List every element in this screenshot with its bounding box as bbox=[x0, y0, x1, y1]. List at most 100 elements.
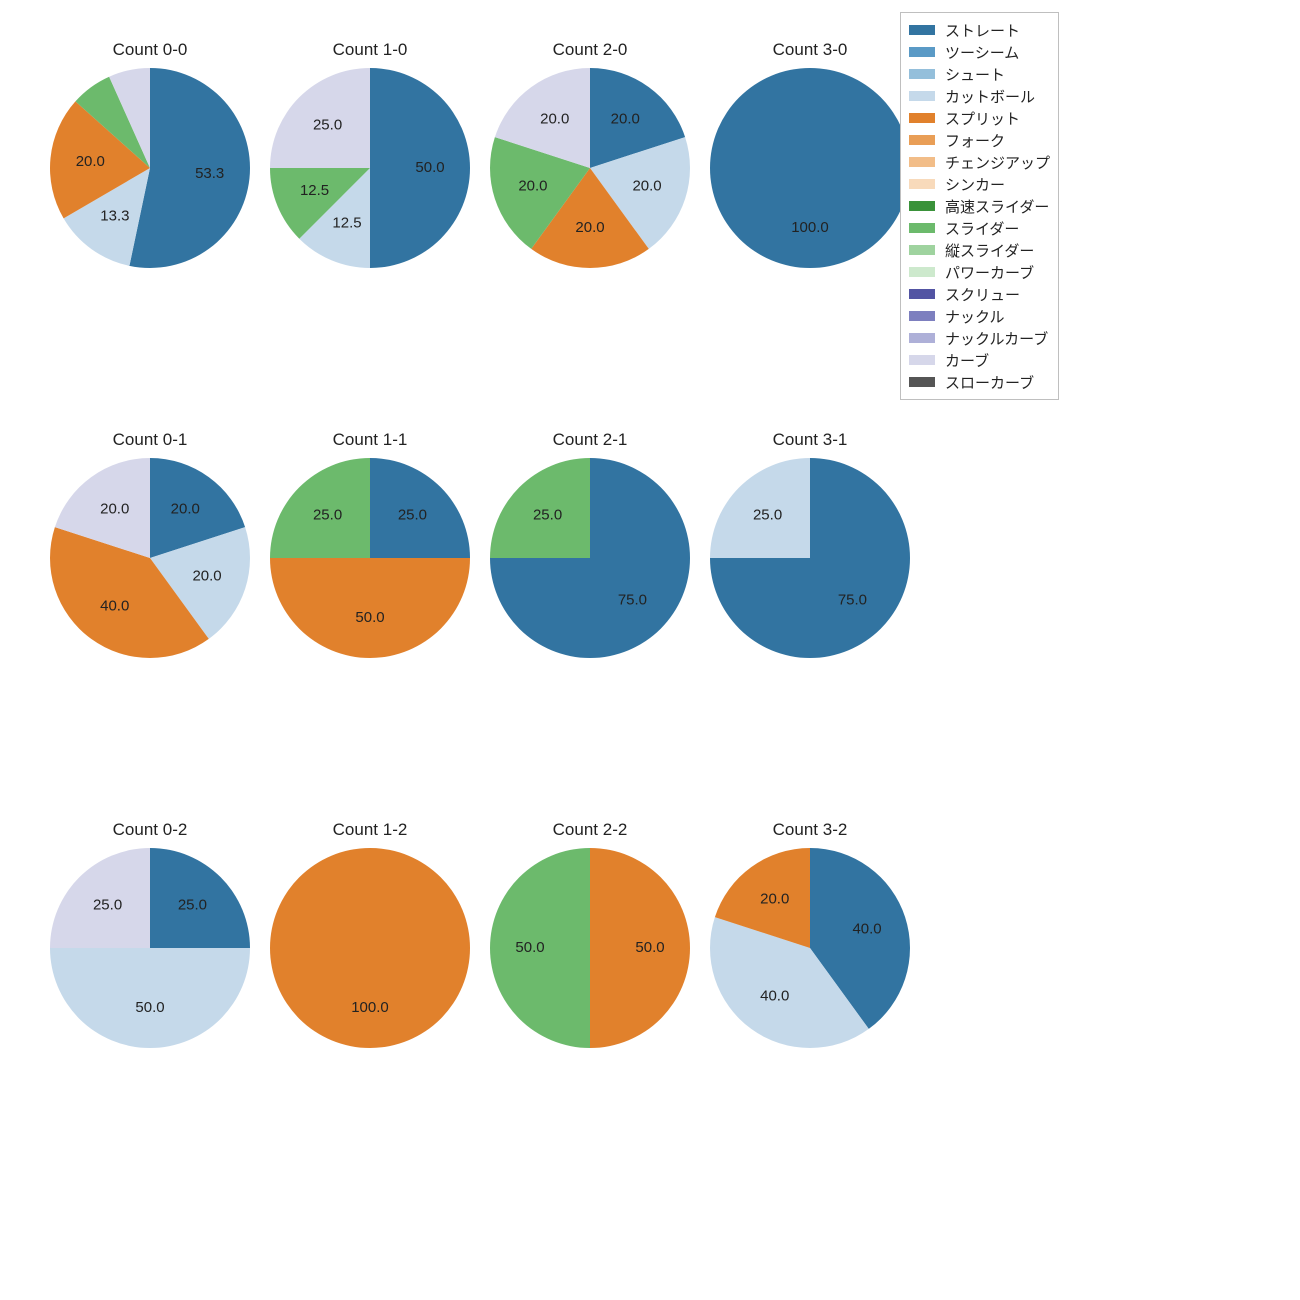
legend-label: シュート bbox=[945, 64, 1005, 85]
pie-title: Count 1-0 bbox=[260, 40, 480, 60]
legend-label: スライダー bbox=[945, 218, 1019, 239]
chart-grid: Count 0-0 53.3 13.3 20.0 Count 1-0 50.0 12.512… bbox=[0, 0, 1300, 1300]
pie-svg: 50.0 12.512.5 25.0 bbox=[270, 68, 470, 268]
pie-c11: Count 1-1 25.0 50.0 25.0 bbox=[260, 430, 480, 690]
pie-svg: 100.0 bbox=[270, 848, 470, 1048]
legend-label: スローカーブ bbox=[945, 372, 1034, 393]
pie-title: Count 1-2 bbox=[260, 820, 480, 840]
legend-label: カットボール bbox=[945, 86, 1035, 107]
legend-swatch bbox=[909, 311, 935, 321]
pie-svg: 75.0 25.0 bbox=[490, 458, 690, 658]
pie-slice-label: 50.0 bbox=[135, 999, 164, 1016]
pie-slice-label: 40.0 bbox=[100, 598, 129, 615]
pie-slice-label: 25.0 bbox=[178, 897, 207, 914]
legend-item: ナックルカーブ bbox=[909, 327, 1050, 349]
pie-slice-label: 13.3 bbox=[100, 208, 129, 225]
legend-swatch bbox=[909, 201, 935, 211]
pie-slice bbox=[270, 848, 470, 1048]
legend-swatch bbox=[909, 113, 935, 123]
pie-slice-label: 20.0 bbox=[171, 500, 200, 517]
legend-item: ツーシーム bbox=[909, 41, 1050, 63]
legend-item: カットボール bbox=[909, 85, 1050, 107]
legend-item: カーブ bbox=[909, 349, 1050, 371]
pie-slice-label: 20.0 bbox=[575, 219, 604, 236]
legend-item: 高速スライダー bbox=[909, 195, 1050, 217]
pie-slice-label: 25.0 bbox=[533, 507, 562, 524]
legend-label: パワーカーブ bbox=[945, 262, 1034, 283]
pie-slice-label: 25.0 bbox=[398, 507, 427, 524]
pie-title: Count 2-2 bbox=[480, 820, 700, 840]
pie-title: Count 2-1 bbox=[480, 430, 700, 450]
pie-slice-label: 75.0 bbox=[618, 591, 647, 608]
pie-slice-label: 20.0 bbox=[192, 568, 221, 585]
legend-swatch bbox=[909, 377, 935, 387]
pie-svg: 100.0 bbox=[710, 68, 910, 268]
legend-swatch bbox=[909, 135, 935, 145]
legend-item: スクリュー bbox=[909, 283, 1050, 305]
legend-item: シンカー bbox=[909, 173, 1050, 195]
pie-slice-label: 20.0 bbox=[632, 178, 661, 195]
pie-slice-label: 50.0 bbox=[635, 939, 664, 956]
pie-c21: Count 2-1 75.0 25.0 bbox=[480, 430, 700, 690]
pie-title: Count 3-1 bbox=[700, 430, 920, 450]
pie-slice-label: 75.0 bbox=[838, 591, 867, 608]
pie-title: Count 0-2 bbox=[40, 820, 260, 840]
pie-slice-label: 20.0 bbox=[100, 500, 129, 517]
legend-swatch bbox=[909, 289, 935, 299]
pie-slice-label: 25.0 bbox=[753, 507, 782, 524]
pie-slice-label: 53.3 bbox=[195, 165, 224, 182]
legend-swatch bbox=[909, 223, 935, 233]
pie-slice-label: 20.0 bbox=[518, 178, 547, 195]
legend-swatch bbox=[909, 179, 935, 189]
legend-swatch bbox=[909, 157, 935, 167]
pie-title: Count 1-1 bbox=[260, 430, 480, 450]
pie-slice-label: 100.0 bbox=[351, 999, 389, 1016]
pie-slice-label: 20.0 bbox=[76, 153, 105, 170]
pie-slice-label: 20.0 bbox=[760, 890, 789, 907]
pie-c10: Count 1-0 50.0 12.512.5 25.0 bbox=[260, 40, 480, 300]
pie-svg: 50.050.0 bbox=[490, 848, 690, 1048]
pie-svg: 40.0 40.0 20.0 bbox=[710, 848, 910, 1048]
legend-label: スクリュー bbox=[945, 284, 1020, 305]
legend-item: スプリット bbox=[909, 107, 1050, 129]
pie-slice-label: 25.0 bbox=[93, 897, 122, 914]
pie-slice-label: 12.5 bbox=[300, 182, 329, 199]
legend-swatch bbox=[909, 355, 935, 365]
legend-label: 高速スライダー bbox=[945, 196, 1049, 217]
legend-swatch bbox=[909, 245, 935, 255]
pie-title: Count 0-1 bbox=[40, 430, 260, 450]
legend-swatch bbox=[909, 25, 935, 35]
legend-label: チェンジアップ bbox=[945, 152, 1050, 173]
pie-slice-label: 25.0 bbox=[313, 117, 342, 134]
pie-c32: Count 3-240.040.020.0 bbox=[700, 820, 920, 1080]
pie-svg: 25.0 50.0 25.0 bbox=[50, 848, 250, 1048]
pie-slice-label: 12.5 bbox=[332, 214, 361, 231]
legend-item: スライダー bbox=[909, 217, 1050, 239]
pie-c30: Count 3-0100.0 bbox=[700, 40, 920, 300]
pie-svg: 75.0 25.0 bbox=[710, 458, 910, 658]
legend-item: チェンジアップ bbox=[909, 151, 1050, 173]
pie-title: Count 2-0 bbox=[480, 40, 700, 60]
pie-c00: Count 0-0 53.3 13.3 20.0 bbox=[40, 40, 260, 300]
pie-c31: Count 3-1 75.0 25.0 bbox=[700, 430, 920, 690]
pie-title: Count 0-0 bbox=[40, 40, 260, 60]
pie-c20: Count 2-020.020.020.020.020.0 bbox=[480, 40, 700, 300]
legend-item: パワーカーブ bbox=[909, 261, 1050, 283]
pie-slice-label: 25.0 bbox=[313, 507, 342, 524]
legend-swatch bbox=[909, 333, 935, 343]
legend-label: ツーシーム bbox=[945, 42, 1019, 63]
pie-svg: 20.0 20.0 40.0 20.0 bbox=[50, 458, 250, 658]
pie-c12: Count 1-2 100.0 bbox=[260, 820, 480, 1080]
legend-item: フォーク bbox=[909, 129, 1050, 151]
legend-item: 縦スライダー bbox=[909, 239, 1050, 261]
pie-slice-label: 40.0 bbox=[852, 920, 881, 937]
pie-slice-label: 40.0 bbox=[760, 988, 789, 1005]
pie-slice-label: 50.0 bbox=[355, 609, 384, 626]
legend-label: ナックルカーブ bbox=[945, 328, 1048, 349]
legend-label: ストレート bbox=[945, 20, 1020, 41]
pie-slice-label: 50.0 bbox=[415, 159, 444, 176]
legend-label: 縦スライダー bbox=[945, 240, 1034, 261]
legend-label: フォーク bbox=[945, 130, 1005, 151]
pie-slice-label: 100.0 bbox=[791, 219, 829, 236]
legend-item: ナックル bbox=[909, 305, 1050, 327]
